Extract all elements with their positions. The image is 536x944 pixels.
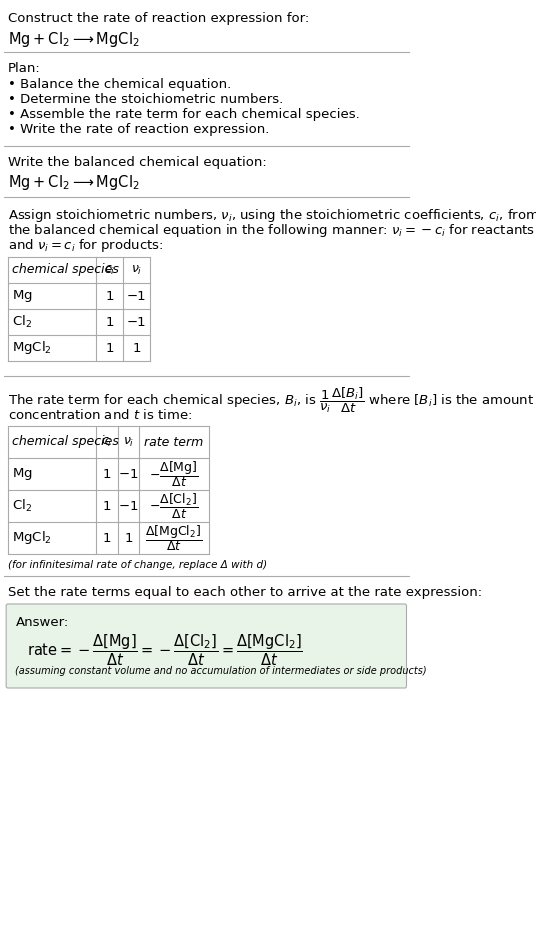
Text: $\mathrm{rate} = -\dfrac{\Delta[\mathrm{Mg}]}{\Delta t} = -\dfrac{\Delta[\mathrm: $\mathrm{rate} = -\dfrac{\Delta[\mathrm{… bbox=[27, 632, 303, 667]
Text: The rate term for each chemical species, $B_i$, is $\dfrac{1}{\nu_i}\dfrac{\Delt: The rate term for each chemical species,… bbox=[8, 386, 534, 415]
Text: Construct the rate of reaction expression for:: Construct the rate of reaction expressio… bbox=[8, 12, 309, 25]
Text: $-1$: $-1$ bbox=[118, 467, 139, 480]
Text: concentration and $t$ is time:: concentration and $t$ is time: bbox=[8, 408, 192, 422]
Text: Set the rate terms equal to each other to arrive at the rate expression:: Set the rate terms equal to each other t… bbox=[8, 586, 482, 599]
Text: • Write the rate of reaction expression.: • Write the rate of reaction expression. bbox=[8, 123, 269, 136]
Text: • Assemble the rate term for each chemical species.: • Assemble the rate term for each chemic… bbox=[8, 108, 360, 121]
Text: 1: 1 bbox=[132, 342, 141, 355]
Text: 1: 1 bbox=[103, 467, 111, 480]
Text: the balanced chemical equation in the following manner: $\nu_i = -c_i$ for react: the balanced chemical equation in the fo… bbox=[8, 222, 535, 239]
Text: $\mathrm{Cl_2}$: $\mathrm{Cl_2}$ bbox=[12, 314, 32, 330]
Text: $1$: $1$ bbox=[124, 531, 133, 545]
Text: and $\nu_i = c_i$ for products:: and $\nu_i = c_i$ for products: bbox=[8, 237, 163, 254]
Text: 1: 1 bbox=[106, 290, 114, 302]
Text: (for infinitesimal rate of change, replace Δ with d): (for infinitesimal rate of change, repla… bbox=[8, 560, 267, 570]
Text: $\nu_i$: $\nu_i$ bbox=[123, 435, 134, 448]
Text: $\mathrm{MgCl_2}$: $\mathrm{MgCl_2}$ bbox=[12, 340, 51, 357]
Text: Plan:: Plan: bbox=[8, 62, 40, 75]
Text: (assuming constant volume and no accumulation of intermediates or side products): (assuming constant volume and no accumul… bbox=[16, 666, 427, 676]
Text: 1: 1 bbox=[103, 531, 111, 545]
FancyBboxPatch shape bbox=[6, 604, 406, 688]
Text: • Determine the stoichiometric numbers.: • Determine the stoichiometric numbers. bbox=[8, 93, 283, 106]
Text: 1: 1 bbox=[106, 342, 114, 355]
Text: $-1$: $-1$ bbox=[118, 499, 139, 513]
Text: $\mathrm{Cl_2}$: $\mathrm{Cl_2}$ bbox=[12, 497, 32, 514]
Text: $-\dfrac{\Delta[\mathrm{Mg}]}{\Delta t}$: $-\dfrac{\Delta[\mathrm{Mg}]}{\Delta t}$ bbox=[149, 459, 199, 489]
Text: rate term: rate term bbox=[144, 435, 204, 448]
Text: • Balance the chemical equation.: • Balance the chemical equation. bbox=[8, 78, 231, 91]
Text: Write the balanced chemical equation:: Write the balanced chemical equation: bbox=[8, 156, 266, 169]
Text: $-\dfrac{\Delta[\mathrm{Cl_2}]}{\Delta t}$: $-\dfrac{\Delta[\mathrm{Cl_2}]}{\Delta t… bbox=[150, 492, 198, 520]
Text: $\mathrm{Mg + Cl_2 \longrightarrow MgCl_2}$: $\mathrm{Mg + Cl_2 \longrightarrow MgCl_… bbox=[8, 173, 139, 192]
Text: $c_i$: $c_i$ bbox=[104, 263, 115, 277]
Text: $\mathrm{Mg}$: $\mathrm{Mg}$ bbox=[12, 288, 32, 304]
Text: $\mathrm{Mg}$: $\mathrm{Mg}$ bbox=[12, 466, 32, 482]
Text: $\mathrm{MgCl_2}$: $\mathrm{MgCl_2}$ bbox=[12, 530, 51, 547]
Text: $\mathrm{Mg + Cl_2 \longrightarrow MgCl_2}$: $\mathrm{Mg + Cl_2 \longrightarrow MgCl_… bbox=[8, 30, 139, 49]
Text: 1: 1 bbox=[103, 499, 111, 513]
Text: −1: −1 bbox=[127, 315, 146, 329]
Text: 1: 1 bbox=[106, 315, 114, 329]
Text: $\nu_i$: $\nu_i$ bbox=[131, 263, 143, 277]
Text: Answer:: Answer: bbox=[16, 616, 69, 629]
Text: $c_i$: $c_i$ bbox=[101, 435, 113, 448]
Text: chemical species: chemical species bbox=[12, 435, 118, 448]
Text: Assign stoichiometric numbers, $\nu_i$, using the stoichiometric coefficients, $: Assign stoichiometric numbers, $\nu_i$, … bbox=[8, 207, 536, 224]
Text: −1: −1 bbox=[127, 290, 146, 302]
Text: $\dfrac{\Delta[\mathrm{MgCl_2}]}{\Delta t}$: $\dfrac{\Delta[\mathrm{MgCl_2}]}{\Delta … bbox=[145, 523, 203, 553]
Text: chemical species: chemical species bbox=[12, 263, 118, 277]
